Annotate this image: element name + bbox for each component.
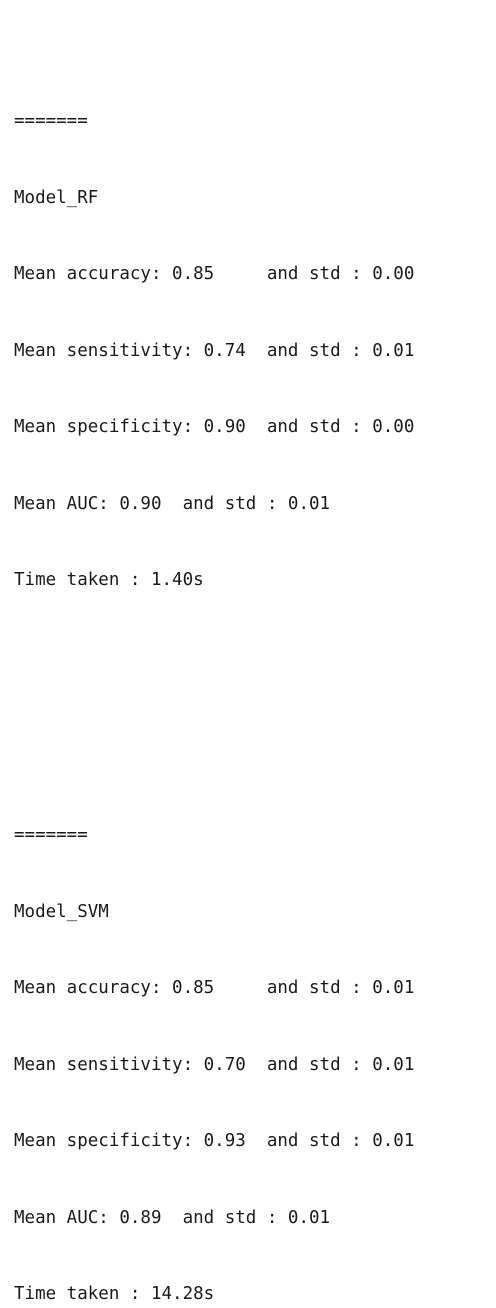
mean-sensitivity-line: Mean sensitivity: 0.74 and std : 0.01 bbox=[14, 340, 415, 361]
separator-line: ======= bbox=[14, 825, 88, 845]
mean-specificity-line: Mean specificity: 0.90 and std : 0.00 bbox=[14, 417, 415, 437]
mean-auc-line: Mean AUC: 0.89 and std : 0.01 bbox=[14, 1207, 331, 1228]
mean-auc-line: Mean AUC: 0.90 and std : 0.01 bbox=[14, 493, 331, 514]
model-result-block-svm: ======= Model_SVM Mean accuracy: 0.85 an… bbox=[14, 772, 414, 1308]
mean-accuracy-line: Mean accuracy: 0.85 and std : 0.01 bbox=[14, 978, 415, 998]
model-name: Model_RF bbox=[14, 187, 99, 208]
mean-accuracy-line: Mean accuracy: 0.85 and std : 0.00 bbox=[14, 264, 415, 284]
mean-specificity-line: Mean specificity: 0.93 and std : 0.01 bbox=[14, 1131, 415, 1151]
model-name: Model_SVM bbox=[14, 901, 109, 922]
model-result-block-rf: ======= Model_RF Mean accuracy: 0.85 and… bbox=[14, 58, 414, 645]
separator-line: ======= bbox=[14, 111, 88, 131]
mean-sensitivity-line: Mean sensitivity: 0.70 and std : 0.01 bbox=[14, 1054, 415, 1075]
time-taken-line: Time taken : 1.40s bbox=[14, 570, 204, 590]
console-output: ======= Model_RF Mean accuracy: 0.85 and… bbox=[14, 7, 414, 1308]
time-taken-line: Time taken : 14.28s bbox=[14, 1284, 215, 1304]
